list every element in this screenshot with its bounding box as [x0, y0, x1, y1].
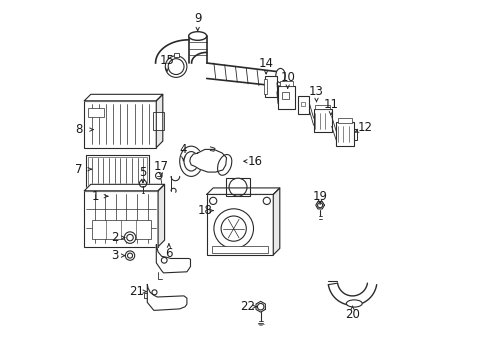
Polygon shape [158, 184, 164, 247]
Polygon shape [273, 188, 279, 255]
Text: 4: 4 [179, 143, 187, 156]
Text: 2: 2 [111, 231, 119, 244]
Text: 6: 6 [165, 247, 172, 260]
Text: 16: 16 [247, 155, 262, 168]
Text: 5: 5 [139, 166, 146, 179]
Bar [91, 220, 151, 239]
Ellipse shape [221, 216, 246, 241]
Text: 9: 9 [194, 12, 201, 25]
Text: 18: 18 [197, 204, 212, 217]
Text: 7: 7 [75, 163, 82, 176]
Ellipse shape [257, 303, 264, 310]
Bar [212, 246, 267, 253]
Ellipse shape [168, 59, 183, 75]
Polygon shape [256, 301, 265, 312]
Bar [265, 76, 276, 97]
Ellipse shape [165, 56, 186, 77]
Bar [282, 92, 289, 99]
Text: 8: 8 [75, 123, 82, 136]
Bar [300, 102, 305, 106]
Text: 15: 15 [160, 54, 174, 67]
Bar [315, 105, 329, 109]
Ellipse shape [263, 197, 270, 204]
Bar [206, 194, 273, 255]
Bar [174, 53, 178, 57]
Text: 3: 3 [111, 249, 119, 262]
Text: 17: 17 [153, 160, 168, 173]
Polygon shape [206, 63, 280, 86]
Bar [88, 108, 104, 117]
Ellipse shape [213, 209, 253, 248]
Polygon shape [189, 36, 206, 63]
Ellipse shape [188, 32, 206, 40]
Text: 20: 20 [345, 309, 359, 321]
Ellipse shape [209, 197, 216, 204]
Bar [336, 122, 353, 146]
Polygon shape [206, 188, 279, 194]
Text: 10: 10 [280, 71, 295, 84]
Text: 21: 21 [129, 285, 143, 298]
Bar [313, 109, 331, 132]
Text: 14: 14 [258, 57, 273, 69]
Text: 11: 11 [323, 98, 338, 111]
Polygon shape [315, 202, 324, 209]
Text: 13: 13 [308, 85, 323, 98]
Ellipse shape [139, 180, 146, 187]
Polygon shape [156, 245, 190, 273]
Bar [84, 191, 158, 247]
Ellipse shape [217, 154, 231, 175]
Ellipse shape [161, 257, 167, 263]
Bar [226, 178, 249, 196]
Ellipse shape [126, 234, 133, 241]
Ellipse shape [275, 68, 285, 83]
Text: 12: 12 [357, 121, 372, 134]
Ellipse shape [124, 232, 136, 243]
Bar [337, 118, 351, 123]
Ellipse shape [179, 146, 203, 176]
Ellipse shape [228, 178, 246, 196]
Ellipse shape [152, 290, 157, 295]
Polygon shape [84, 184, 164, 191]
Ellipse shape [125, 251, 134, 260]
Bar [277, 86, 295, 109]
Polygon shape [147, 284, 186, 310]
Ellipse shape [346, 300, 362, 307]
Text: 1: 1 [91, 190, 99, 203]
Ellipse shape [155, 172, 162, 179]
Polygon shape [189, 149, 226, 172]
Polygon shape [156, 94, 163, 148]
Text: 19: 19 [312, 190, 327, 203]
Bar [86, 155, 149, 187]
Polygon shape [84, 94, 163, 101]
Bar [152, 112, 163, 130]
Ellipse shape [317, 203, 322, 208]
Text: 22: 22 [240, 300, 255, 313]
Ellipse shape [183, 152, 198, 171]
Bar [263, 79, 266, 94]
Bar [88, 157, 147, 185]
Bar [279, 81, 293, 86]
Bar [297, 96, 309, 114]
Bar [84, 101, 156, 148]
Ellipse shape [127, 253, 132, 258]
